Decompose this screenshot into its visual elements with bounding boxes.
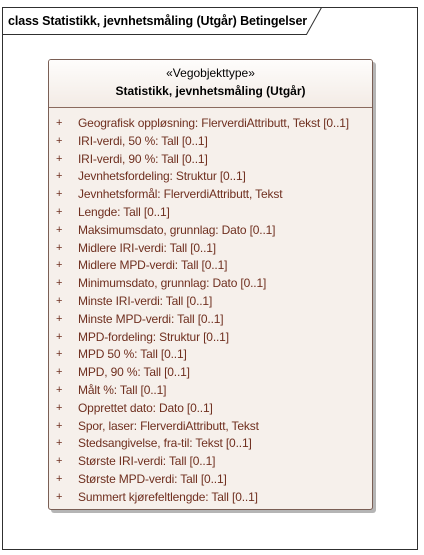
attribute-row[interactable]: + Midlere MPD-verdi: Tall [0..1] bbox=[49, 258, 372, 276]
attribute-row[interactable]: + Målt %: Tall [0..1] bbox=[49, 383, 372, 401]
visibility-symbol: + bbox=[56, 455, 63, 468]
attribute-row[interactable]: + Summert kjørefeltlengde: Tall [0..1] bbox=[49, 490, 372, 508]
visibility-symbol: + bbox=[56, 134, 63, 147]
attribute-text: MPD, 90 %: Tall [0..1] bbox=[78, 365, 190, 380]
attribute-row[interactable]: + MPD, 90 %: Tall [0..1] bbox=[49, 365, 372, 383]
attribute-row[interactable]: + Midlere IRI-verdi: Tall [0..1] bbox=[49, 241, 372, 259]
class-box[interactable]: «Vegobjekttype» Statistikk, jevnhetsmåli… bbox=[48, 59, 373, 510]
attribute-row[interactable]: + Maksimumsdato, grunnlag: Dato [0..1] bbox=[49, 223, 372, 241]
attribute-row[interactable]: + Største IRI-verdi: Tall [0..1] bbox=[49, 454, 372, 472]
attribute-text: Jevnhetsformål: FlerverdiAttributt, Teks… bbox=[78, 187, 283, 202]
frame-title: class Statistikk, jevnhetsmåling (Utgår)… bbox=[8, 14, 308, 28]
attribute-text: Lengde: Tall [0..1] bbox=[78, 204, 170, 219]
visibility-symbol: + bbox=[56, 472, 63, 485]
attribute-row[interactable]: + Minste IRI-verdi: Tall [0..1] bbox=[49, 294, 372, 312]
attribute-row[interactable]: + Spor, laser: FlerverdiAttributt, Tekst bbox=[49, 419, 372, 437]
attribute-text: Geografisk oppløsning: FlerverdiAttribut… bbox=[78, 116, 349, 130]
visibility-symbol: + bbox=[56, 294, 63, 307]
attribute-text: Spor, laser: FlerverdiAttributt, Tekst bbox=[78, 418, 259, 433]
attribute-row[interactable]: + Geografisk oppløsning: FlerverdiAttribu… bbox=[49, 116, 372, 134]
visibility-symbol: + bbox=[56, 490, 63, 503]
attribute-row[interactable]: + IRI-verdi, 90 %: Tall [0..1] bbox=[49, 152, 372, 170]
attribute-text: MPD 50 %: Tall [0..1] bbox=[78, 347, 187, 362]
attribute-row[interactable]: + Jevnhetsformål: FlerverdiAttributt, Tek… bbox=[49, 187, 372, 205]
visibility-symbol: + bbox=[56, 205, 63, 218]
visibility-symbol: + bbox=[56, 366, 63, 379]
attribute-text: Minste MPD-verdi: Tall [0..1] bbox=[78, 311, 224, 326]
frame-title-tab: class Statistikk, jevnhetsmåling (Utgår)… bbox=[2, 7, 322, 35]
attribute-row[interactable]: + Opprettet dato: Dato [0..1] bbox=[49, 401, 372, 419]
attribute-text: Midlere MPD-verdi: Tall [0..1] bbox=[78, 258, 228, 273]
frame-tab-outline bbox=[2, 7, 322, 35]
visibility-symbol: + bbox=[56, 419, 63, 432]
attribute-text: IRI-verdi, 90 %: Tall [0..1] bbox=[78, 151, 208, 166]
attribute-text: Opprettet dato: Dato [0..1] bbox=[78, 400, 213, 415]
attribute-row[interactable]: + Minimumsdato, grunnlag: Dato [0..1] bbox=[49, 276, 372, 294]
attribute-text: Jevnhetsfordeling: Struktur [0..1] bbox=[78, 169, 246, 184]
visibility-symbol: + bbox=[56, 401, 63, 414]
attribute-row[interactable]: + MPD 50 %: Tall [0..1] bbox=[49, 347, 372, 365]
class-stereotype: «Vegobjekttype» bbox=[166, 66, 255, 80]
attribute-list: + Geografisk oppløsning: FlerverdiAttribu… bbox=[49, 116, 372, 508]
visibility-symbol: + bbox=[56, 241, 63, 254]
class-header: «Vegobjekttype» Statistikk, jevnhetsmåli… bbox=[49, 60, 372, 108]
attribute-text: Summert kjørefeltlengde: Tall [0..1] bbox=[78, 489, 258, 504]
visibility-symbol: + bbox=[56, 330, 63, 343]
class-name: Statistikk, jevnhetsmåling (Utgår) bbox=[115, 84, 306, 98]
visibility-symbol: + bbox=[56, 152, 63, 165]
diagram-frame bbox=[2, 7, 418, 550]
attribute-text: Midlere IRI-verdi: Tall [0..1] bbox=[78, 240, 216, 255]
visibility-symbol: + bbox=[56, 259, 63, 272]
attribute-text: IRI-verdi, 50 %: Tall [0..1] bbox=[78, 133, 208, 148]
attribute-text: Målt %: Tall [0..1] bbox=[78, 382, 167, 397]
attribute-text: Minste IRI-verdi: Tall [0..1] bbox=[78, 293, 213, 308]
attribute-text: Minimumsdato, grunnlag: Dato [0..1] bbox=[78, 276, 267, 291]
attribute-text: Stedsangivelse, fra-til: Tekst [0..1] bbox=[78, 436, 252, 451]
attribute-row[interactable]: + Største MPD-verdi: Tall [0..1] bbox=[49, 472, 372, 490]
visibility-symbol: + bbox=[56, 348, 63, 361]
attribute-text: Største IRI-verdi: Tall [0..1] bbox=[78, 454, 216, 469]
visibility-symbol: + bbox=[56, 277, 63, 290]
visibility-symbol: + bbox=[56, 437, 63, 450]
visibility-symbol: + bbox=[56, 383, 63, 396]
attribute-row[interactable]: + Minste MPD-verdi: Tall [0..1] bbox=[49, 312, 372, 330]
visibility-symbol: + bbox=[56, 188, 63, 201]
attribute-text: MPD-fordeling: Struktur [0..1] bbox=[78, 329, 229, 344]
attribute-row[interactable]: + MPD-fordeling: Struktur [0..1] bbox=[49, 330, 372, 348]
attribute-row[interactable]: + Jevnhetsfordeling: Struktur [0..1] bbox=[49, 169, 372, 187]
attribute-row[interactable]: + Stedsangivelse, fra-til: Tekst [0..1] bbox=[49, 436, 372, 454]
attribute-row[interactable]: + Lengde: Tall [0..1] bbox=[49, 205, 372, 223]
attribute-text: Største MPD-verdi: Tall [0..1] bbox=[78, 471, 227, 486]
attribute-row[interactable]: + IRI-verdi, 50 %: Tall [0..1] bbox=[49, 134, 372, 152]
attribute-text: Maksimumsdato, grunnlag: Dato [0..1] bbox=[78, 222, 276, 237]
visibility-symbol: + bbox=[56, 312, 63, 325]
visibility-symbol: + bbox=[56, 170, 63, 183]
visibility-symbol: + bbox=[56, 117, 63, 129]
visibility-symbol: + bbox=[56, 223, 63, 236]
